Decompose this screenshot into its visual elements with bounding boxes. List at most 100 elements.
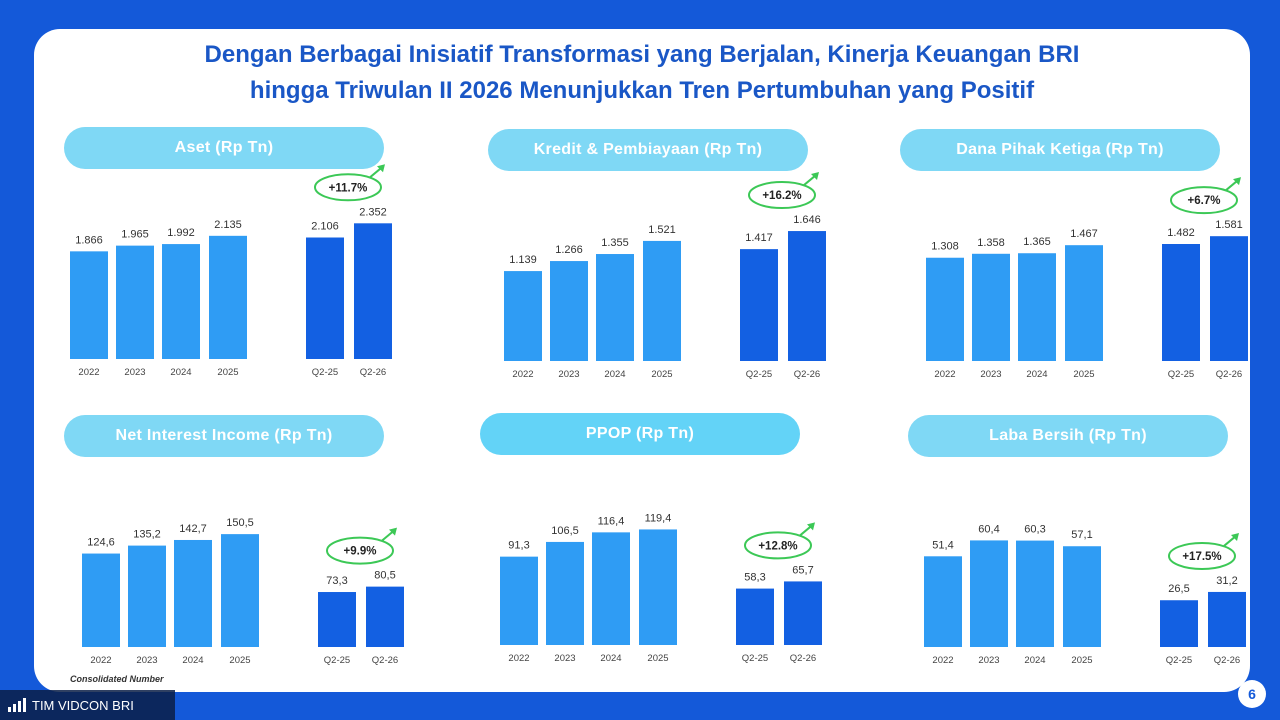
x-tick-label: 2023	[978, 655, 999, 666]
data-label: 51,4	[932, 539, 953, 551]
chart-panel-aset: 1.866 2022 1.965 2023 1.992 2024 2.135 2025 2.10…	[50, 127, 430, 397]
x-tick-label: 2023	[554, 653, 575, 664]
data-label: 116,4	[598, 515, 625, 527]
bar-2023	[128, 545, 166, 647]
bar-2024	[174, 539, 212, 647]
x-tick-label: Q2-25	[312, 367, 338, 378]
x-tick-label: 2022	[508, 653, 529, 664]
chart-title-nii: Net Interest Income (Rp Tn)	[64, 415, 384, 457]
chart-panel-nii: 124,6 2022 135,2 2023 142,7 2024 150,5 2025 73,3…	[62, 415, 442, 685]
data-label: 1.308	[931, 241, 959, 253]
growth-arrowhead-icon	[1231, 532, 1239, 541]
bar-q2-26	[784, 581, 822, 645]
x-tick-label: 2024	[604, 369, 625, 380]
bar-q2-25	[736, 588, 774, 645]
x-tick-label: 2022	[90, 655, 111, 666]
x-tick-label: 2025	[1071, 655, 1092, 666]
chart-title-kredit: Kredit & Pembiayaan (Rp Tn)	[488, 129, 808, 171]
x-tick-label: 2025	[229, 655, 250, 666]
growth-badge	[326, 536, 394, 565]
x-tick-label: 2024	[182, 655, 203, 666]
bar-2022	[504, 271, 542, 361]
x-tick-label: Q2-26	[372, 655, 398, 666]
data-label: 65,7	[792, 564, 813, 576]
chart-dpk: 1.308 2022 1.358 2023 1.365 2024 1.467 2025 1.48…	[926, 177, 1248, 380]
x-tick-label: 2024	[600, 653, 621, 664]
data-label: 91,3	[508, 540, 529, 552]
bar-2023	[550, 261, 588, 361]
signal-icon	[8, 698, 26, 712]
data-label: 2.135	[214, 219, 242, 231]
x-tick-label: Q2-26	[1216, 369, 1242, 380]
x-tick-label: 2022	[512, 369, 533, 380]
bar-2023	[116, 245, 154, 359]
bar-2023	[546, 541, 584, 645]
bar-2025	[1065, 245, 1103, 361]
title-line-2: hingga Triwulan II 2026 Menunjukkan Tren…	[249, 77, 1035, 104]
x-tick-label: 2025	[1073, 369, 1094, 380]
data-label: 1.965	[121, 229, 149, 241]
growth-label: +6.7%	[1188, 195, 1221, 207]
data-label: 58,3	[744, 572, 765, 584]
x-tick-label: 2022	[934, 369, 955, 380]
data-label: 60,3	[1024, 524, 1045, 536]
x-tick-label: 2025	[651, 369, 672, 380]
chart-panel-dpk: 1.308 2022 1.358 2023 1.365 2024 1.467 2025 1.48…	[900, 129, 1280, 399]
x-tick-label: Q2-25	[1168, 369, 1194, 380]
data-label: 1.417	[745, 232, 773, 244]
bar-2022	[924, 556, 962, 647]
data-label: 150,5	[226, 517, 254, 529]
data-label: 106,5	[551, 525, 579, 537]
x-tick-label: Q2-26	[360, 367, 386, 378]
bar-2024	[162, 244, 200, 359]
data-label: 1.992	[167, 227, 195, 239]
data-label: 1.266	[555, 244, 583, 256]
bar-q2-26	[354, 223, 392, 359]
chart-aset: 1.866 2022 1.965 2023 1.992 2024 2.135 2025 2.10…	[70, 164, 392, 378]
slide: Dengan Berbagai Inisiatif Transformasi y…	[34, 29, 1250, 692]
data-label: 1.866	[75, 234, 103, 246]
bar-q2-26	[1210, 236, 1248, 361]
bar-2024	[596, 254, 634, 361]
bar-2024	[1018, 253, 1056, 361]
data-label: 1.467	[1070, 228, 1098, 240]
data-label: 119,4	[645, 512, 672, 524]
bar-2022	[82, 553, 120, 647]
growth-arrowhead-icon	[377, 164, 385, 173]
x-tick-label: Q2-25	[746, 369, 772, 380]
bar-2023	[970, 540, 1008, 647]
bar-2025	[643, 240, 681, 361]
data-label: 1.355	[601, 237, 629, 249]
growth-arrowhead-icon	[807, 522, 815, 531]
bar-q2-25	[740, 249, 778, 361]
bar-2024	[1016, 540, 1054, 647]
x-tick-label: Q2-26	[794, 369, 820, 380]
x-tick-label: 2025	[217, 367, 238, 378]
x-tick-label: Q2-25	[324, 655, 350, 666]
bar-q2-25	[306, 237, 344, 359]
growth-arrowhead-icon	[811, 172, 819, 181]
data-label: 2.352	[359, 206, 387, 218]
data-label: 1.646	[793, 214, 821, 226]
x-tick-label: Q2-26	[790, 653, 816, 664]
data-label: 1.581	[1215, 219, 1243, 231]
bar-2024	[592, 532, 630, 645]
data-label: 1.139	[509, 254, 537, 266]
data-label: 31,2	[1216, 575, 1237, 587]
growth-badge	[1170, 186, 1238, 215]
x-tick-label: Q2-26	[1214, 655, 1240, 666]
growth-label: +11.7%	[329, 182, 368, 194]
data-label: 1.521	[648, 224, 676, 236]
bar-q2-26	[366, 586, 404, 647]
bar-q2-26	[788, 231, 826, 361]
x-tick-label: 2024	[170, 367, 191, 378]
chart-panel-laba: 51,4 2022 60,4 2023 60,3 2024 57,1 2025 26,5 Q2-2…	[904, 415, 1280, 685]
data-label: 1.365	[1023, 236, 1051, 248]
watermark-label: TIM VIDCON BRI	[32, 697, 134, 713]
bar-2022	[70, 251, 108, 359]
chart-kredit: 1.139 2022 1.266 2023 1.355 2024 1.521 2025 1.41…	[504, 172, 826, 380]
bar-2023	[972, 253, 1010, 361]
bar-2022	[926, 257, 964, 361]
x-tick-label: 2023	[980, 369, 1001, 380]
bar-q2-25	[1162, 244, 1200, 361]
